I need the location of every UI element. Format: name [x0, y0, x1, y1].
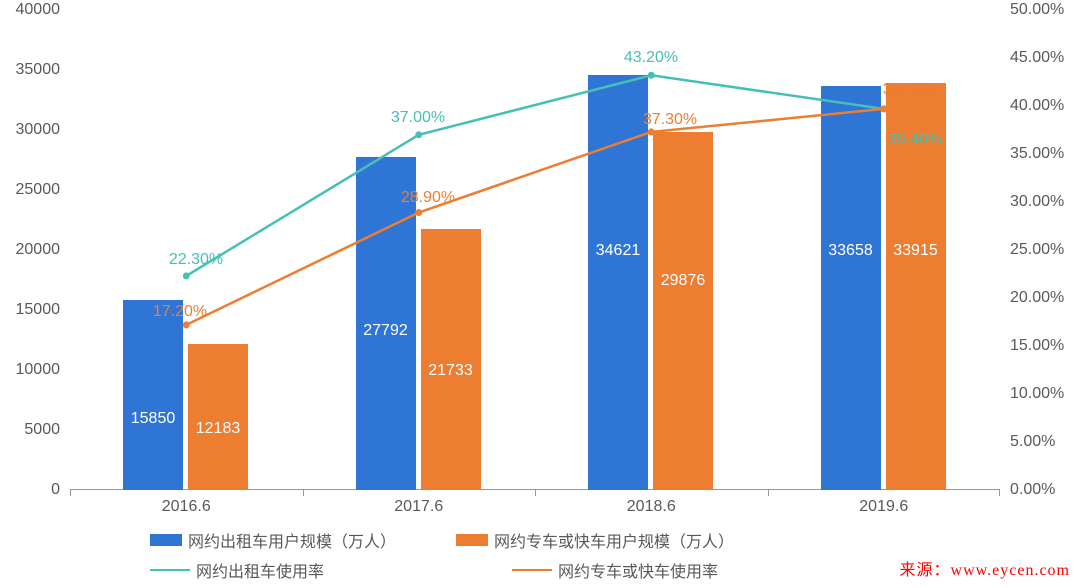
bar-label: 21733	[428, 362, 473, 380]
bar-label: 15850	[131, 410, 176, 428]
y-left-tick: 40000	[16, 1, 61, 19]
y-right-tick: 0.00%	[1010, 481, 1055, 499]
line-label: 17.20%	[153, 303, 207, 321]
y-left-tick: 15000	[16, 301, 61, 319]
bar-label: 34621	[596, 242, 641, 260]
bar-series2	[653, 132, 713, 491]
y-left-tick: 0	[51, 481, 60, 499]
y-right-tick: 40.00%	[1010, 97, 1064, 115]
x-tick-mark	[999, 490, 1000, 496]
legend-item: 网约专车或快车使用率	[512, 558, 718, 582]
x-tick-label: 2018.6	[627, 498, 676, 516]
plot-area: 15850 12183 27792 21733 34621 29876 3365…	[70, 10, 1000, 490]
y-right-tick: 25.00%	[1010, 241, 1064, 259]
line-label: 22.30%	[169, 251, 223, 269]
legend: 网约出租车用户规模（万人） 网约专车或快车用户规模（万人） 网约出租车使用率 网…	[150, 528, 930, 588]
line-marker	[415, 131, 422, 138]
y-left-tick: 30000	[16, 121, 61, 139]
bar-label: 29876	[661, 272, 706, 290]
line-label: 39.70%	[883, 81, 937, 99]
x-tick-label: 2017.6	[394, 498, 443, 516]
y-right-tick: 45.00%	[1010, 49, 1064, 67]
bar-series1	[123, 300, 183, 490]
bar-series2	[421, 229, 481, 490]
line-label: 37.30%	[643, 111, 697, 129]
line-series1	[186, 75, 884, 276]
legend-line-swatch	[150, 569, 190, 572]
line-label: 37.00%	[391, 109, 445, 127]
y-left-tick: 35000	[16, 61, 61, 79]
legend-item: 网约专车或快车用户规模（万人）	[456, 528, 734, 552]
legend-swatch	[456, 534, 488, 546]
legend-line-swatch	[512, 569, 552, 572]
legend-item: 网约出租车用户规模（万人）	[150, 528, 396, 552]
bar-label: 33915	[893, 242, 938, 260]
y-right-tick: 5.00%	[1010, 433, 1055, 451]
y-axis-right: 0.00% 5.00% 10.00% 15.00% 20.00% 25.00% …	[1005, 10, 1080, 490]
y-right-tick: 30.00%	[1010, 193, 1064, 211]
bar-label: 12183	[196, 420, 241, 438]
line-marker	[183, 321, 190, 328]
x-tick-label: 2019.6	[859, 498, 908, 516]
line-label: 28.90%	[401, 189, 455, 207]
bar-label: 33658	[828, 242, 873, 260]
bar-series2	[188, 344, 248, 490]
legend-label: 网约出租车使用率	[196, 558, 324, 582]
source-text: 来源：www.eycen.com	[900, 556, 1070, 580]
line-series2	[186, 109, 884, 325]
bar-series1	[588, 75, 648, 491]
line-label: 39.40%	[888, 131, 942, 149]
bar-series1	[821, 86, 881, 490]
line-marker	[648, 72, 655, 79]
y-right-tick: 10.00%	[1010, 385, 1064, 403]
legend-item: 网约出租车使用率	[150, 558, 324, 582]
x-tick-mark	[70, 490, 71, 496]
y-right-tick: 15.00%	[1010, 337, 1064, 355]
y-left-tick: 20000	[16, 241, 61, 259]
bar-label: 27792	[363, 322, 408, 340]
line-marker	[183, 272, 190, 279]
x-axis: 2016.6 2017.6 2018.6 2019.6	[70, 490, 1000, 520]
x-tick-label: 2016.6	[162, 498, 211, 516]
line-marker	[415, 209, 422, 216]
legend-label: 网约专车或快车使用率	[558, 558, 718, 582]
y-left-tick: 25000	[16, 181, 61, 199]
line-label: 43.20%	[624, 49, 678, 67]
chart-container: 0 5000 10000 15000 20000 25000 30000 350…	[0, 0, 1080, 588]
legend-swatch	[150, 534, 182, 546]
y-right-tick: 20.00%	[1010, 289, 1064, 307]
y-left-tick: 10000	[16, 361, 61, 379]
x-tick-mark	[768, 490, 769, 496]
y-axis-left: 0 5000 10000 15000 20000 25000 30000 350…	[0, 10, 65, 490]
y-right-tick: 35.00%	[1010, 145, 1064, 163]
x-tick-mark	[303, 490, 304, 496]
y-right-tick: 50.00%	[1010, 1, 1064, 19]
x-tick-mark	[535, 490, 536, 496]
legend-label: 网约出租车用户规模（万人）	[188, 528, 396, 552]
legend-label: 网约专车或快车用户规模（万人）	[494, 528, 734, 552]
y-left-tick: 5000	[24, 421, 60, 439]
